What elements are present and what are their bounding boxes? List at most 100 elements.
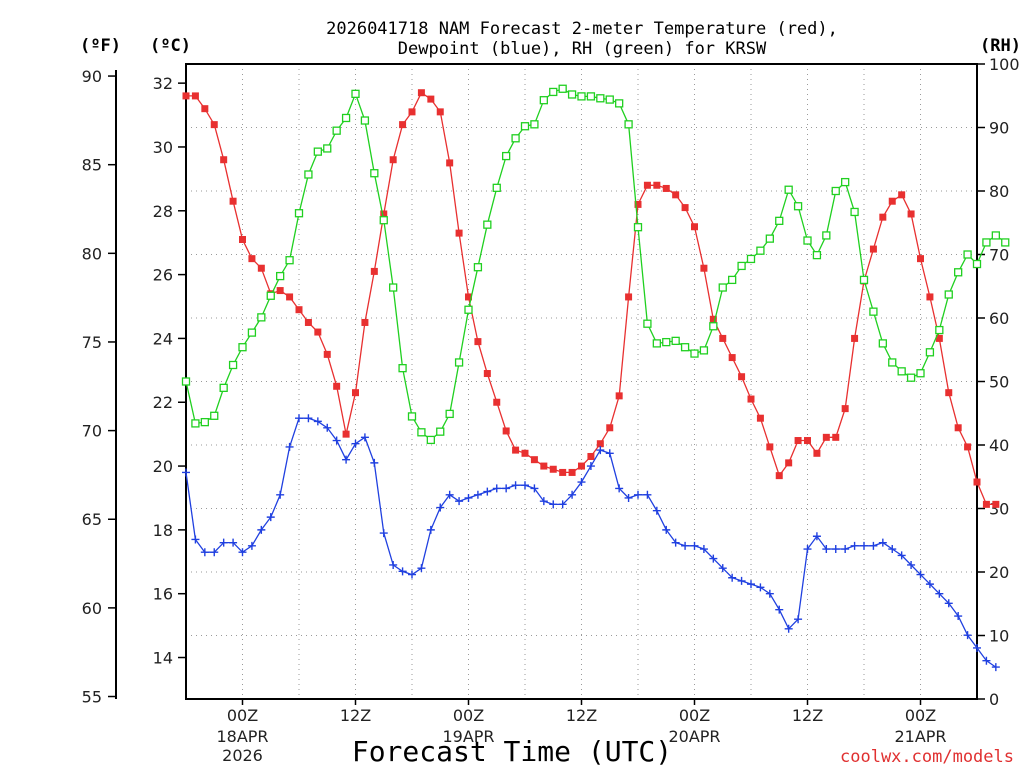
data-point	[634, 200, 642, 208]
data-point	[605, 449, 614, 458]
data-point	[445, 409, 454, 419]
data-point	[691, 223, 698, 231]
data-point	[483, 370, 491, 378]
data-point	[539, 96, 548, 105]
data-point	[643, 181, 651, 189]
data-point	[954, 268, 963, 277]
celsius-tick-label: 30	[153, 138, 173, 157]
grid-lines	[186, 64, 977, 699]
data-point	[831, 186, 840, 196]
data-point	[210, 548, 219, 557]
data-point	[294, 209, 304, 218]
data-point	[982, 656, 991, 665]
data-point	[200, 417, 209, 427]
data-point	[775, 605, 784, 614]
data-point	[992, 500, 1000, 508]
series-rh	[181, 84, 1010, 445]
data-point	[304, 170, 313, 179]
data-point	[596, 446, 605, 455]
data-point	[859, 275, 869, 285]
data-point	[765, 234, 774, 243]
data-point	[662, 337, 671, 347]
x-tick-year: 2026	[222, 746, 263, 765]
data-point	[756, 583, 765, 592]
data-point	[426, 525, 435, 534]
data-point	[247, 541, 256, 550]
data-point	[313, 147, 322, 156]
data-point	[718, 283, 727, 292]
data-point	[492, 183, 501, 192]
data-point	[935, 325, 944, 335]
data-point	[398, 364, 407, 373]
data-point	[436, 427, 445, 436]
data-point	[408, 108, 416, 116]
data-point	[219, 538, 228, 547]
celsius-tick-label: 20	[153, 457, 173, 476]
data-point	[360, 116, 370, 125]
data-point	[285, 442, 294, 451]
data-point	[323, 144, 332, 153]
fahrenheit-tick-label: 85	[82, 156, 102, 175]
data-point	[850, 207, 859, 217]
data-point	[512, 446, 520, 454]
data-point	[360, 433, 369, 442]
series-layer	[181, 84, 1010, 672]
data-point	[417, 564, 426, 573]
rh-tick-label: 60	[989, 309, 1009, 328]
data-point	[634, 490, 642, 499]
data-point	[869, 307, 878, 316]
x-tick-label: 12Z	[792, 706, 823, 725]
x-tick-label: 12Z	[566, 706, 597, 725]
data-point	[568, 468, 576, 476]
fahrenheit-tick-label: 55	[82, 688, 102, 707]
data-point	[520, 122, 530, 131]
data-point	[869, 541, 878, 550]
data-point	[615, 484, 624, 493]
data-point	[765, 589, 774, 598]
data-point	[314, 328, 322, 336]
data-point	[229, 538, 238, 547]
data-point	[361, 318, 369, 326]
data-point	[586, 92, 596, 101]
data-point	[342, 430, 350, 438]
series-temperature	[182, 89, 1000, 508]
fahrenheit-tick-label: 70	[82, 422, 102, 441]
data-point	[483, 487, 492, 496]
data-point	[454, 358, 464, 367]
data-point	[248, 255, 256, 263]
data-point	[276, 287, 284, 295]
data-point	[888, 358, 897, 367]
data-point	[238, 548, 247, 557]
data-point	[747, 395, 755, 403]
x-tick-date: 19APR	[442, 727, 494, 746]
data-point	[671, 336, 680, 346]
chart-title-line2: Dewpoint (blue), RH (green) for KRSW	[398, 39, 767, 59]
x-tick-date: 18APR	[216, 727, 268, 746]
data-point	[219, 383, 228, 393]
data-point	[991, 663, 1000, 672]
data-point	[379, 216, 388, 225]
data-point	[851, 334, 859, 342]
data-point	[926, 293, 934, 301]
data-point	[982, 238, 991, 247]
data-point	[352, 389, 359, 397]
data-point	[888, 545, 897, 554]
data-point	[455, 229, 463, 237]
data-point	[784, 624, 793, 633]
celsius-tick-label: 28	[153, 202, 173, 221]
data-point	[653, 181, 661, 189]
data-point	[925, 348, 935, 357]
data-point	[972, 259, 982, 269]
data-point	[803, 545, 812, 554]
data-point	[445, 490, 454, 499]
data-point	[492, 484, 501, 493]
data-point	[247, 328, 257, 337]
data-point	[954, 612, 963, 621]
data-point	[549, 500, 558, 509]
data-point	[812, 532, 821, 541]
series-line	[185, 88, 1006, 441]
x-tick-label: 00Z	[227, 706, 258, 725]
data-point	[728, 354, 736, 362]
data-point	[737, 261, 746, 271]
data-point	[201, 105, 209, 113]
